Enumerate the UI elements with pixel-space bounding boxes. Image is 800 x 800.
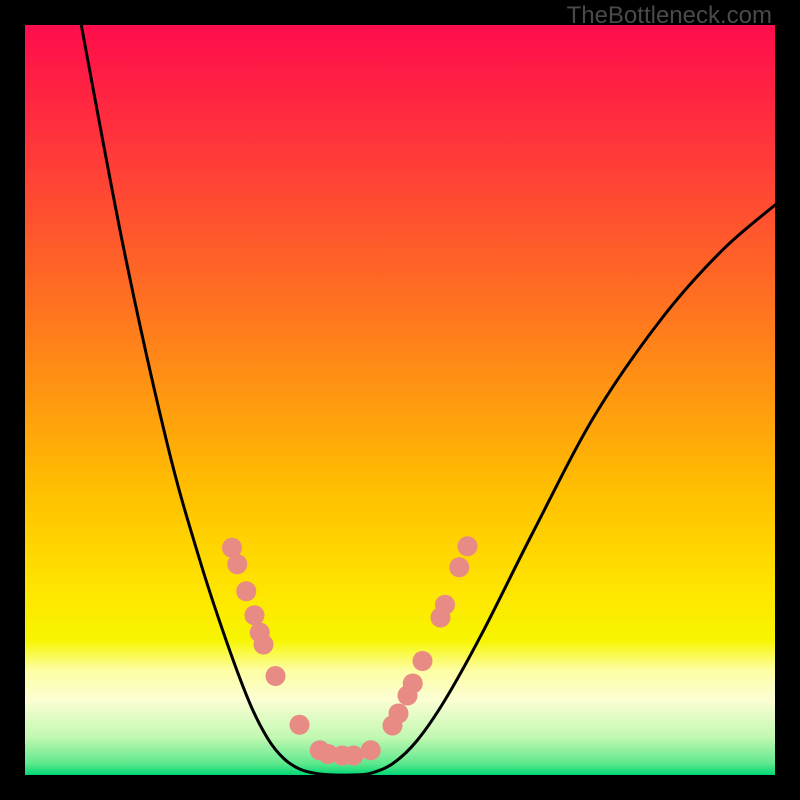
- data-marker: [290, 715, 310, 735]
- data-marker: [458, 536, 478, 556]
- data-marker: [344, 746, 364, 766]
- data-marker: [435, 595, 455, 615]
- data-marker: [227, 554, 247, 574]
- data-marker: [449, 557, 469, 577]
- data-marker: [266, 666, 286, 686]
- data-marker: [236, 581, 256, 601]
- data-marker: [403, 674, 423, 694]
- bottleneck-curve-chart: [25, 25, 775, 775]
- plot-area: [25, 25, 775, 775]
- data-marker: [361, 740, 381, 760]
- watermark-text: TheBottleneck.com: [567, 2, 772, 30]
- chart-frame: TheBottleneck.com: [0, 0, 800, 800]
- data-marker: [389, 704, 409, 724]
- data-marker: [254, 635, 274, 655]
- data-marker: [413, 651, 433, 671]
- data-marker: [245, 605, 265, 625]
